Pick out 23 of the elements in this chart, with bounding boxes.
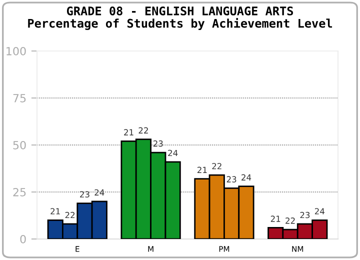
- series-label: 21: [50, 208, 60, 214]
- y-tick-label: 100: [6, 46, 26, 56]
- text: 22: [212, 162, 222, 170]
- text: 23: [153, 140, 163, 147]
- text: 23: [226, 176, 236, 182]
- chart-subtitle: Percentage of Students by Achievement Level: [28, 18, 332, 30]
- text: 21: [197, 166, 207, 173]
- series-label: 23: [80, 191, 90, 198]
- text: 23: [300, 212, 310, 218]
- y-tick-label: 25: [13, 188, 26, 196]
- text: 21: [124, 129, 134, 136]
- y-tick-label: 75: [13, 94, 26, 102]
- text: 21: [270, 216, 280, 222]
- text: 24: [94, 189, 104, 196]
- text: 24: [242, 174, 252, 180]
- text: 22: [138, 127, 148, 134]
- series-label: 24: [168, 150, 178, 156]
- y-tick-label: 0: [20, 234, 26, 244]
- y-tick-label: 50: [13, 140, 26, 150]
- chart-title: GRADE 08 - ENGLISH LANGUAGE ARTS: [66, 6, 294, 16]
- text: 24: [314, 208, 324, 214]
- series-label: 22: [65, 212, 75, 218]
- text: 22: [286, 218, 295, 224]
